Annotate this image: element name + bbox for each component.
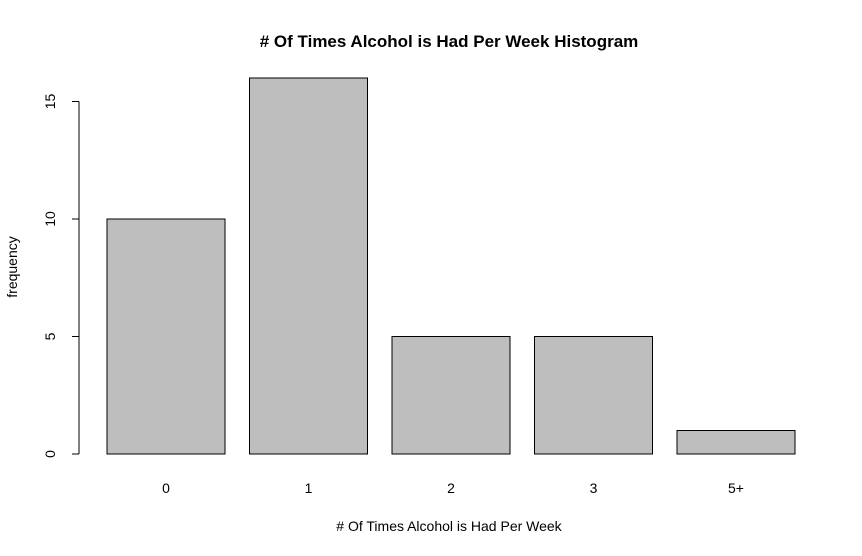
chart-title: # Of Times Alcohol is Had Per Week Histo… (260, 32, 639, 51)
x-tick-label-3: 3 (590, 480, 598, 496)
x-tick-labels: 0 1 2 3 5+ (162, 480, 744, 496)
x-tick-label-1: 1 (305, 480, 313, 496)
y-tick-label-0: 0 (42, 450, 58, 458)
y-axis-label: frequency (4, 236, 20, 297)
y-tick-label-10: 10 (42, 211, 58, 227)
y-axis: 0 5 10 15 (42, 94, 80, 458)
x-axis-label: # Of Times Alcohol is Had Per Week (336, 518, 562, 534)
y-tick-label-15: 15 (42, 94, 58, 110)
bar-5+ (676, 430, 796, 455)
bar-0 (106, 218, 226, 455)
y-tick-label-5: 5 (42, 332, 58, 340)
x-tick-label-0: 0 (162, 480, 170, 496)
bar-3 (534, 336, 653, 455)
bar-2 (391, 336, 511, 455)
bars-group (106, 77, 796, 455)
x-tick-label-5+: 5+ (728, 480, 744, 496)
bar-1 (249, 77, 368, 455)
x-tick-label-2: 2 (447, 480, 455, 496)
